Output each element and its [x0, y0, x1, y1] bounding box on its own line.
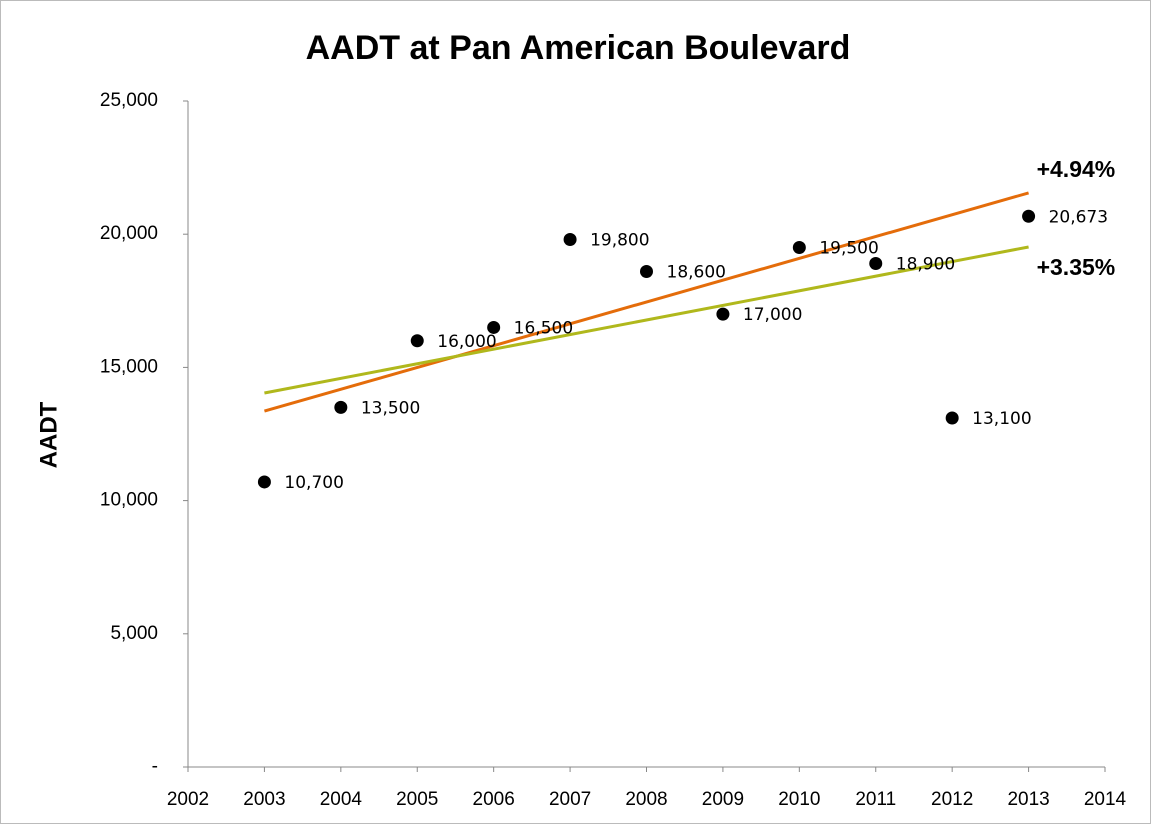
- data-label: 19,800: [590, 231, 649, 251]
- x-tick-label: 2003: [243, 789, 285, 810]
- x-tick-label: 2006: [473, 789, 515, 810]
- point: [640, 264, 653, 278]
- x-tick-label: 2008: [625, 789, 667, 810]
- x-tick-label: 2004: [320, 789, 363, 810]
- point: [563, 233, 577, 247]
- x-tick-label: 2002: [167, 789, 209, 810]
- trendline-label: +4.94%: [1037, 156, 1116, 182]
- data-label: 16,500: [514, 318, 573, 338]
- y-tick-label: 20,000: [100, 223, 158, 244]
- y-tick-label: 15,000: [100, 356, 158, 377]
- y-tick-label: -: [152, 756, 158, 777]
- y-tick-label: 10,000: [100, 490, 158, 511]
- x-tick-label: 2009: [702, 789, 744, 810]
- x-tick-label: 2005: [396, 789, 438, 810]
- x-tick-label: 2011: [855, 789, 896, 810]
- point: [487, 320, 501, 334]
- x-tick-label: 2007: [549, 789, 591, 810]
- data-label: 13,100: [972, 409, 1031, 429]
- point: [410, 334, 424, 348]
- point: [257, 475, 271, 489]
- trendline: [264, 191, 1029, 413]
- x-tick-label: 2010: [778, 789, 820, 810]
- data-label: 10,700: [284, 473, 343, 493]
- y-tick-label: 5,000: [110, 623, 158, 644]
- x-tick-label: 2012: [931, 789, 973, 810]
- data-label: 16,000: [437, 332, 496, 352]
- data-label: 17,000: [743, 305, 802, 325]
- y-tick-label: 25,000: [100, 90, 158, 111]
- trendline-label: +3.35%: [1037, 254, 1116, 280]
- point: [334, 400, 348, 414]
- trendline: [264, 245, 1029, 395]
- data-label: 20,673: [1049, 207, 1108, 227]
- data-label: 18,600: [667, 262, 726, 282]
- data-label: 13,500: [361, 398, 420, 418]
- point: [1022, 209, 1036, 223]
- point: [945, 411, 959, 425]
- point: [716, 307, 730, 321]
- x-tick-label: 2014: [1084, 789, 1127, 810]
- data-label: 18,900: [896, 255, 955, 275]
- chart-title: AADT at Pan American Boulevard: [306, 29, 851, 67]
- point: [792, 241, 806, 255]
- data-label: 19,500: [819, 239, 878, 259]
- x-tick-label: 2013: [1007, 789, 1049, 810]
- y-axis-label: AADT: [35, 401, 62, 468]
- point: [869, 257, 883, 271]
